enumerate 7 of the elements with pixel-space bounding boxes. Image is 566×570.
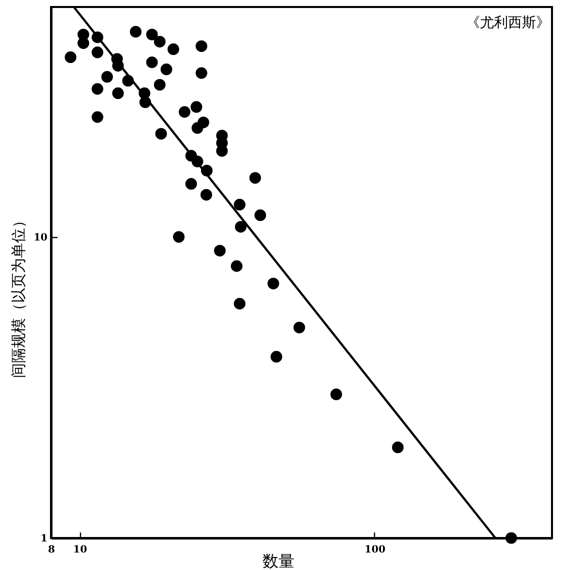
y-tick-label: 1 <box>40 534 48 544</box>
x-tick-label: 10 <box>73 544 88 556</box>
y-axis-title: 间隔规模（以页为单位） <box>10 213 28 378</box>
x-axis-title: 数量 <box>262 552 294 570</box>
x-tick-label: 100 <box>364 544 386 556</box>
x-tick-label: 8 <box>48 544 56 556</box>
text: 《尤利西斯》 <box>466 14 550 31</box>
